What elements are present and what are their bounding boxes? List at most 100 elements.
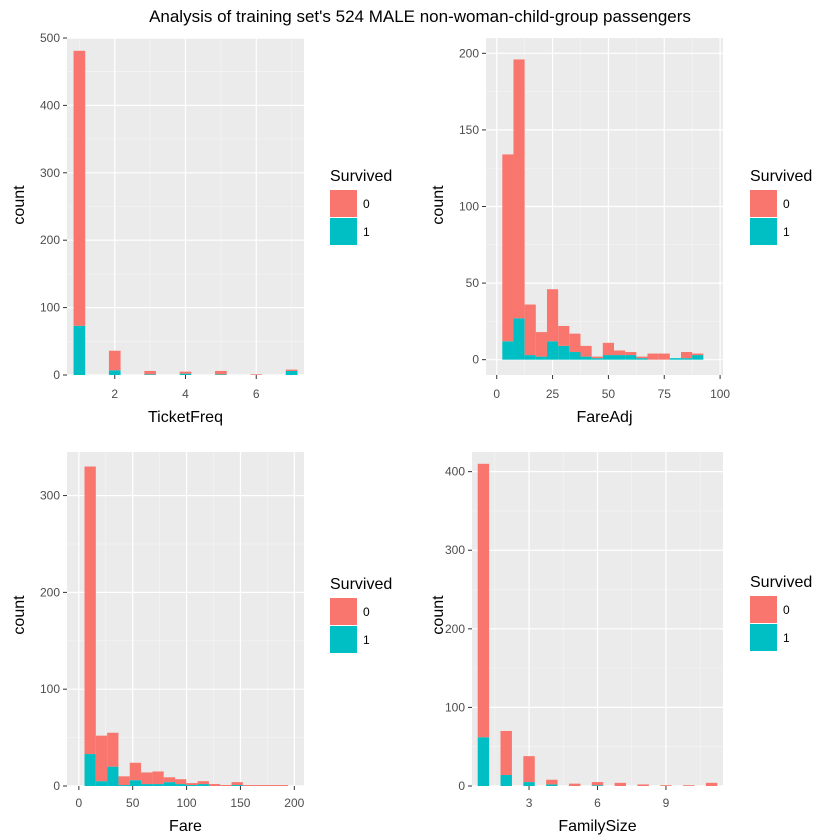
legend-title: Survived	[750, 574, 812, 591]
bar-survived-0	[107, 732, 119, 767]
bar-survived-0	[692, 353, 704, 356]
bar-survived-1	[186, 785, 198, 786]
bar-survived-1	[591, 785, 604, 786]
y-tick-label: 300	[445, 543, 465, 557]
legend-label-0: 0	[363, 197, 370, 211]
x-tick-label: 0	[76, 796, 83, 810]
bar-survived-0	[250, 374, 263, 375]
bar-survived-1	[692, 355, 704, 360]
bar-survived-0	[580, 345, 592, 357]
bar-survived-0	[681, 352, 693, 359]
histogram-panel-fare: 0 100 200 300 0 50 100 150 200 Fare count Survived 0…	[11, 452, 392, 835]
bar-survived-1	[535, 356, 547, 360]
y-tick-label: 200	[40, 585, 60, 599]
bar-survived-0	[637, 784, 649, 786]
bar-survived-0	[591, 356, 603, 359]
bar-survived-0	[524, 304, 536, 356]
bar-survived-0	[220, 785, 232, 786]
bar-survived-1	[502, 341, 514, 360]
legend: Survived 0 1	[750, 168, 812, 245]
legend-key-1	[330, 218, 357, 245]
y-tick-label: 100	[459, 200, 479, 214]
bar-survived-0	[523, 756, 535, 783]
bar-survived-0	[174, 779, 187, 785]
bar-survived-0	[242, 785, 255, 786]
legend-key-1	[330, 626, 357, 653]
x-tick-label: 25	[546, 387, 560, 401]
y-tick-label: 100	[40, 682, 60, 696]
bar-survived-1	[144, 374, 156, 375]
x-tick-label: 50	[126, 796, 140, 810]
bar-survived-0	[285, 369, 298, 371]
bar-survived-1	[558, 345, 570, 360]
x-tick-label: 75	[658, 387, 672, 401]
y-tick-label: 150	[459, 123, 479, 137]
bar-survived-0	[502, 154, 514, 342]
bar-survived-1	[591, 358, 603, 360]
y-tick-label: 200	[459, 46, 479, 60]
bar-survived-0	[613, 350, 626, 356]
bar-survived-1	[636, 358, 648, 360]
bar-survived-0	[163, 777, 175, 783]
x-tick-label: 50	[602, 387, 616, 401]
bar-survived-0	[558, 325, 570, 346]
bar-survived-0	[95, 735, 108, 782]
y-tick-label: 0	[472, 353, 479, 367]
bar-survived-0	[179, 371, 192, 374]
x-tick-label: 150	[230, 796, 250, 810]
bar-survived-0	[215, 370, 227, 375]
bar-survived-0	[152, 771, 164, 785]
x-tick-label: 6	[594, 796, 601, 810]
y-tick-label: 200	[445, 622, 465, 636]
bar-survived-0	[568, 783, 581, 786]
bar-survived-0	[84, 466, 96, 755]
legend: Survived 0 1	[330, 576, 392, 653]
bar-survived-0	[535, 332, 547, 357]
legend-label-1: 1	[363, 225, 370, 239]
x-tick-label: 4	[182, 387, 189, 401]
y-axis-title: count	[430, 185, 447, 225]
legend-key-0	[750, 190, 777, 217]
x-tick-label: 2	[111, 387, 118, 401]
bar-survived-0	[118, 776, 130, 786]
bar-survived-0	[546, 779, 558, 785]
bar-survived-1	[129, 780, 142, 786]
bar-survived-0	[602, 342, 614, 356]
x-axis-title: FareAdj	[576, 409, 632, 426]
bar-survived-1	[546, 784, 558, 786]
legend-title: Survived	[330, 576, 392, 593]
legend-key-1	[750, 624, 777, 651]
bar-survived-1	[523, 782, 535, 786]
bar-survived-0	[660, 785, 672, 786]
y-tick-label: 0	[53, 779, 60, 793]
bar-survived-0	[477, 463, 490, 738]
x-tick-label: 0	[493, 387, 500, 401]
x-axis-title: TicketFreq	[148, 409, 223, 426]
histogram-panel-fareadj: 0 50 100 150 200 0 25 50 75 100 FareAdj count Surviv…	[430, 38, 812, 426]
bar-survived-0	[108, 350, 121, 371]
bar-survived-0	[658, 353, 670, 360]
bar-survived-1	[625, 355, 637, 360]
legend-label-1: 1	[363, 633, 370, 647]
legend: Survived 0 1	[750, 574, 812, 651]
bar-survived-0	[197, 781, 209, 785]
histogram-panel-familysize: 0 100 200 300 400 3 6 9 FamilySize count Survived 0…	[430, 452, 812, 835]
bar-survived-1	[580, 356, 592, 360]
bar-survived-0	[208, 784, 221, 786]
bar-survived-0	[705, 782, 718, 786]
histogram-panel-ticketfreq: 0 100 200 300 400 500 2 4 6 TicketFreq count Surviv…	[11, 31, 392, 426]
bar-survived-1	[681, 358, 693, 360]
bar-survived-0	[500, 730, 512, 775]
x-tick-label: 9	[663, 796, 670, 810]
legend-title: Survived	[750, 168, 812, 185]
x-tick-label: 200	[284, 796, 304, 810]
y-tick-label: 400	[40, 98, 60, 112]
bar-survived-0	[647, 353, 659, 360]
y-tick-label: 0	[458, 779, 465, 793]
legend-label-1: 1	[783, 631, 790, 645]
bar-survived-0	[591, 782, 604, 786]
bar-survived-0	[546, 289, 559, 342]
bar-survived-0	[265, 785, 277, 786]
